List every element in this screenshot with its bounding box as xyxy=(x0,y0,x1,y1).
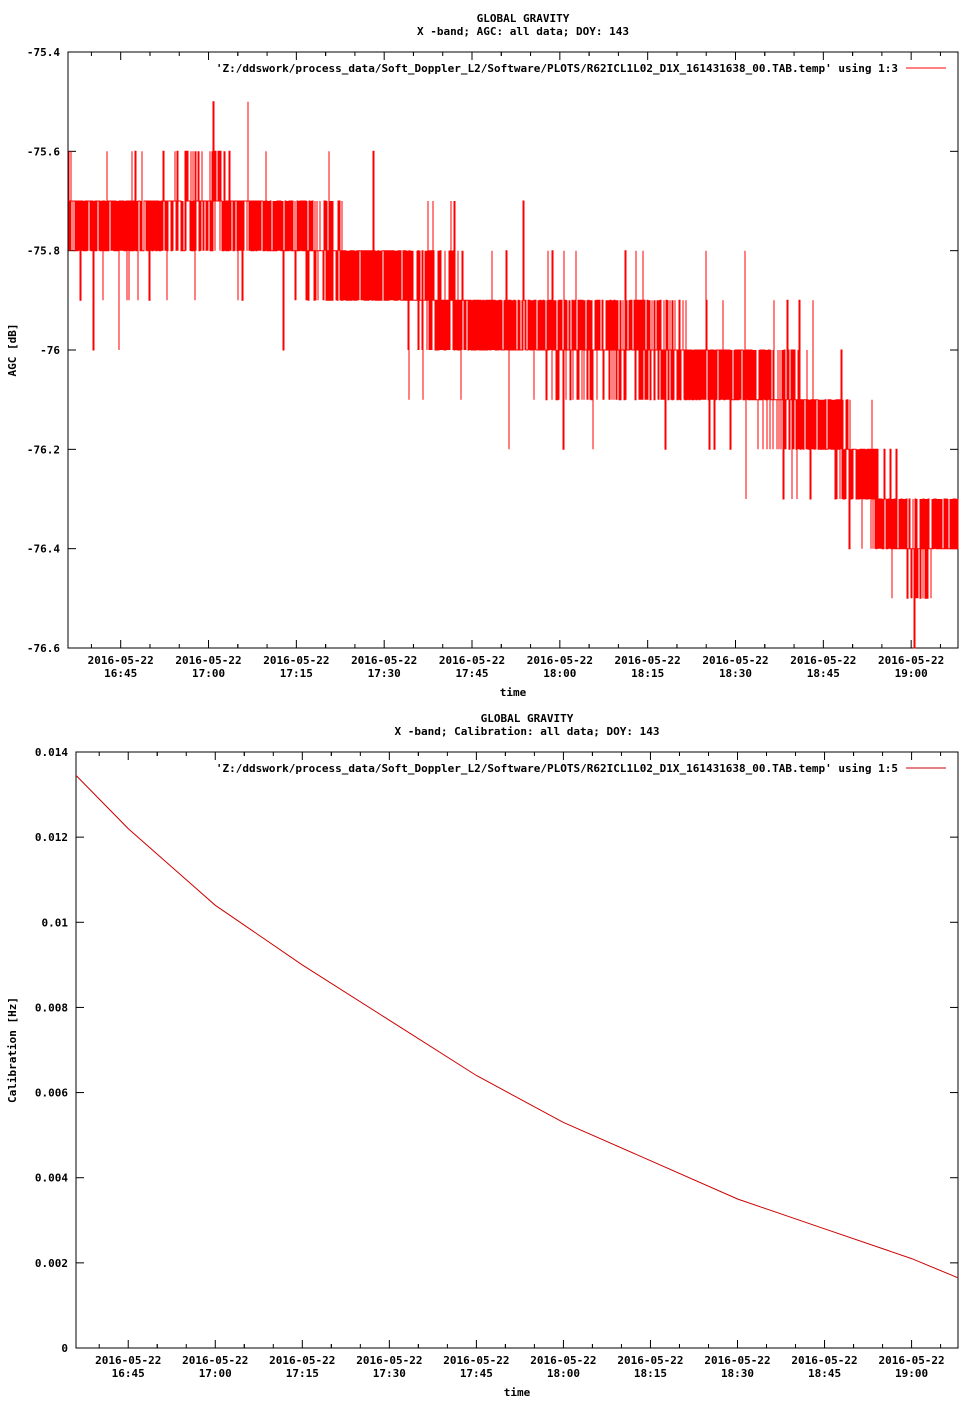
x-tick-time-label: 17:45 xyxy=(460,1367,493,1380)
y-tick-label: -76.2 xyxy=(27,443,60,456)
chart-subtitle: X -band; Calibration: all data; DOY: 143 xyxy=(395,725,660,738)
x-tick-date-label: 2016-05-22 xyxy=(790,654,856,667)
x-tick-date-label: 2016-05-22 xyxy=(439,654,505,667)
x-tick-date-label: 2016-05-22 xyxy=(878,1354,944,1367)
y-tick-label: 0.004 xyxy=(35,1172,68,1185)
y-tick-label: 0.014 xyxy=(35,746,68,759)
x-tick-time-label: 18:30 xyxy=(721,1367,754,1380)
x-tick-date-label: 2016-05-22 xyxy=(530,1354,596,1367)
series-line-calibration xyxy=(75,775,959,1279)
y-tick-label: -76.4 xyxy=(27,543,60,556)
x-tick-time-label: 18:45 xyxy=(808,1367,841,1380)
x-tick-date-label: 2016-05-22 xyxy=(791,1354,857,1367)
chart-title: GLOBAL GRAVITY xyxy=(477,12,570,25)
x-tick-date-label: 2016-05-22 xyxy=(527,654,593,667)
x-tick-time-label: 18:45 xyxy=(807,667,840,680)
y-tick-label: -76 xyxy=(40,344,60,357)
y-tick-label: -75.8 xyxy=(27,245,60,258)
x-tick-time-label: 16:45 xyxy=(112,1367,145,1380)
x-tick-time-label: 18:00 xyxy=(543,667,576,680)
y-tick-label: -76.6 xyxy=(27,642,60,655)
x-tick-time-label: 18:15 xyxy=(634,1367,667,1380)
series-line-agc xyxy=(68,101,959,649)
x-tick-date-label: 2016-05-22 xyxy=(95,1354,161,1367)
legend-label: 'Z:/ddswork/process_data/Soft_Doppler_L2… xyxy=(216,762,898,775)
chart-subtitle: X -band; AGC: all data; DOY: 143 xyxy=(417,25,629,38)
x-tick-time-label: 18:00 xyxy=(547,1367,580,1380)
x-tick-date-label: 2016-05-22 xyxy=(617,1354,683,1367)
y-tick-label: 0 xyxy=(61,1342,68,1355)
y-axis-label: Calibration [Hz] xyxy=(6,997,19,1103)
x-tick-date-label: 2016-05-22 xyxy=(443,1354,509,1367)
x-tick-date-label: 2016-05-22 xyxy=(351,654,417,667)
plot-frame xyxy=(75,751,959,1349)
x-tick-time-label: 17:15 xyxy=(280,667,313,680)
y-tick-label: 0.002 xyxy=(35,1257,68,1270)
x-tick-time-label: 16:45 xyxy=(104,667,137,680)
y-tick-label: 0.01 xyxy=(42,916,69,929)
x-tick-date-label: 2016-05-22 xyxy=(182,1354,248,1367)
x-tick-date-label: 2016-05-22 xyxy=(175,654,241,667)
x-tick-time-label: 17:45 xyxy=(455,667,488,680)
x-tick-time-label: 18:15 xyxy=(631,667,664,680)
y-tick-label: 0.012 xyxy=(35,831,68,844)
x-tick-date-label: 2016-05-22 xyxy=(704,1354,770,1367)
x-tick-date-label: 2016-05-22 xyxy=(878,654,944,667)
y-tick-label: 0.006 xyxy=(35,1087,68,1100)
x-tick-time-label: 19:00 xyxy=(895,1367,928,1380)
x-tick-time-label: 17:30 xyxy=(373,1367,406,1380)
x-tick-time-label: 17:00 xyxy=(199,1367,232,1380)
y-tick-label: -75.4 xyxy=(27,46,60,59)
x-tick-time-label: 17:00 xyxy=(192,667,225,680)
x-tick-date-label: 2016-05-22 xyxy=(615,654,681,667)
x-tick-time-label: 19:00 xyxy=(895,667,928,680)
y-tick-label: 0.008 xyxy=(35,1001,68,1014)
x-axis-label: time xyxy=(504,1386,531,1399)
y-tick-label: -75.6 xyxy=(27,145,60,158)
x-tick-date-label: 2016-05-22 xyxy=(702,654,768,667)
y-axis-label: AGC [dB] xyxy=(6,324,19,377)
x-tick-date-label: 2016-05-22 xyxy=(88,654,154,667)
legend-label: 'Z:/ddswork/process_data/Soft_Doppler_L2… xyxy=(216,62,898,75)
x-tick-time-label: 17:15 xyxy=(286,1367,319,1380)
x-tick-date-label: 2016-05-22 xyxy=(269,1354,335,1367)
x-tick-time-label: 18:30 xyxy=(719,667,752,680)
chart-title: GLOBAL GRAVITY xyxy=(481,712,574,725)
x-tick-date-label: 2016-05-22 xyxy=(356,1354,422,1367)
x-axis-label: time xyxy=(500,686,527,699)
x-tick-date-label: 2016-05-22 xyxy=(263,654,329,667)
x-tick-time-label: 17:30 xyxy=(368,667,401,680)
